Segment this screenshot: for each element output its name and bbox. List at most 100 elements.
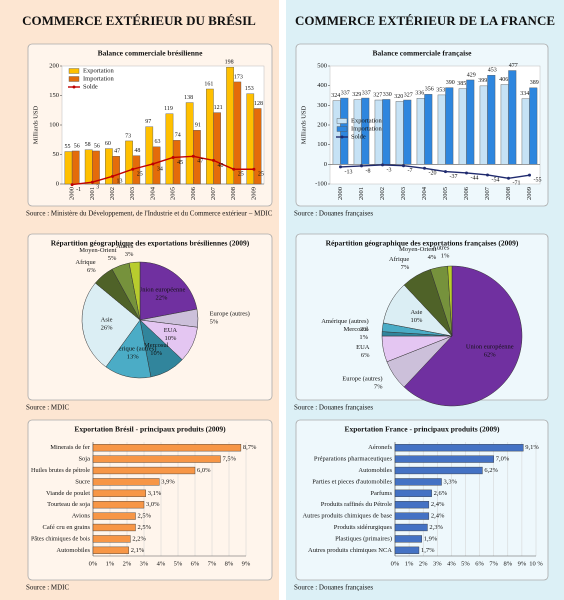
line-marker [232,167,236,171]
x-tick-label: 1% [405,560,414,567]
data-label: 153 [245,86,254,92]
bar [394,455,494,463]
bar [213,112,221,185]
x-tick-label: 2001 [89,187,96,200]
data-label: 356 [425,87,434,93]
data-label: 63 [155,139,161,145]
category-label: Sucre [75,478,90,485]
data-label: 337 [362,90,371,96]
slice-value: 22% [155,295,168,302]
data-label: 453 [488,68,497,74]
data-label: 327 [404,92,413,98]
source-note: Source : MDIC [26,584,69,592]
data-label: 34 [157,166,163,172]
data-label: 25 [238,172,244,178]
pie-slice [403,265,523,407]
line [72,155,254,186]
x-tick-label: 9% [518,560,527,567]
source-note: Source : MDIC [26,404,69,412]
data-label: -71 [513,181,521,187]
bar [403,99,412,165]
slice-label: Union européenne [138,287,186,294]
data-label: 337 [341,90,350,96]
data-label: -7 [408,168,413,174]
bar [500,84,509,165]
bar [394,501,430,509]
data-label: -54 [492,177,500,183]
bar [125,140,133,185]
data-label: 429 [467,72,476,78]
slice-value: 5% [108,255,117,262]
line-marker [423,166,426,170]
category-label: Parfums [370,490,392,497]
data-label: 119 [164,106,173,112]
x-tick-label: 2005 [442,187,449,200]
legend-label: Solde [351,133,366,140]
x-tick-label: 0% [89,560,98,567]
x-tick-label: 5% [174,560,183,567]
x-tick-label: 2003 [400,187,407,200]
pie-slice [139,261,198,321]
bar [416,98,425,165]
data-label: 74 [175,133,181,139]
bar [165,113,174,185]
y-tick-label: 100 [49,121,59,128]
x-tick-label: 2009 [250,187,257,200]
bar [466,79,475,165]
line-marker [111,174,114,178]
y-tick-label: 400 [317,82,327,89]
source-note: Source : Douanes françaises [294,584,373,592]
data-label: 9,1% [525,444,539,451]
y-tick-label: 300 [317,102,327,109]
slice-value: 5% [210,318,219,325]
category-label: Minerais de fer [50,444,91,451]
x-tick-label: 0% [391,560,400,567]
slice-value: 7% [401,264,410,271]
x-tick-label: 3% [433,560,442,567]
bar [487,75,496,165]
chart-title: Exportation France - principaux produits… [344,425,500,434]
slice-label: Asie [101,317,113,324]
slice-label: Union européenne [466,343,514,350]
data-label: 2,3% [429,524,443,531]
data-label: 60 [105,141,111,147]
bar [92,444,242,452]
data-label: 329 [352,92,361,98]
line-marker [191,154,195,158]
category-label: Viande de poulet [46,490,90,497]
category-label: Café cru en grains [43,524,91,531]
bar [92,489,146,497]
x-tick-label: 2000 [69,187,76,200]
data-label: 40 [218,163,224,169]
data-label: 327 [373,92,382,98]
y-tick-label: 0 [324,161,327,168]
bar [92,466,196,475]
bar [64,151,73,185]
data-label: -44 [471,175,479,181]
bar [112,156,120,185]
bar [185,102,194,185]
pie-slice [447,265,453,337]
slice-label: Afrique [75,259,95,266]
data-label: 45 [177,160,183,166]
chart-title: Balance commerciale brésilienne [98,49,204,58]
x-tick-label: 2007 [484,186,491,200]
category-label: Aéronefs [368,444,392,451]
data-label: -3 [387,167,392,173]
slice-label: Mercosul [144,342,169,349]
data-label: 353 [436,87,445,93]
data-label: 3,1% [148,490,162,497]
line-marker [171,155,175,159]
data-label: 55 [64,144,70,150]
line-marker [507,176,510,180]
category-label: Huiles brutes de pétrole [31,467,90,474]
line-marker [486,173,489,177]
slice-label: Amérique (autres) [321,318,368,325]
x-tick-label: 2002 [109,187,116,200]
line-marker [528,173,531,177]
data-label: 161 [204,81,213,87]
data-label: 477 [509,63,518,69]
data-label: 390 [446,80,455,86]
slice-label: Moyen-Orient [399,246,436,253]
